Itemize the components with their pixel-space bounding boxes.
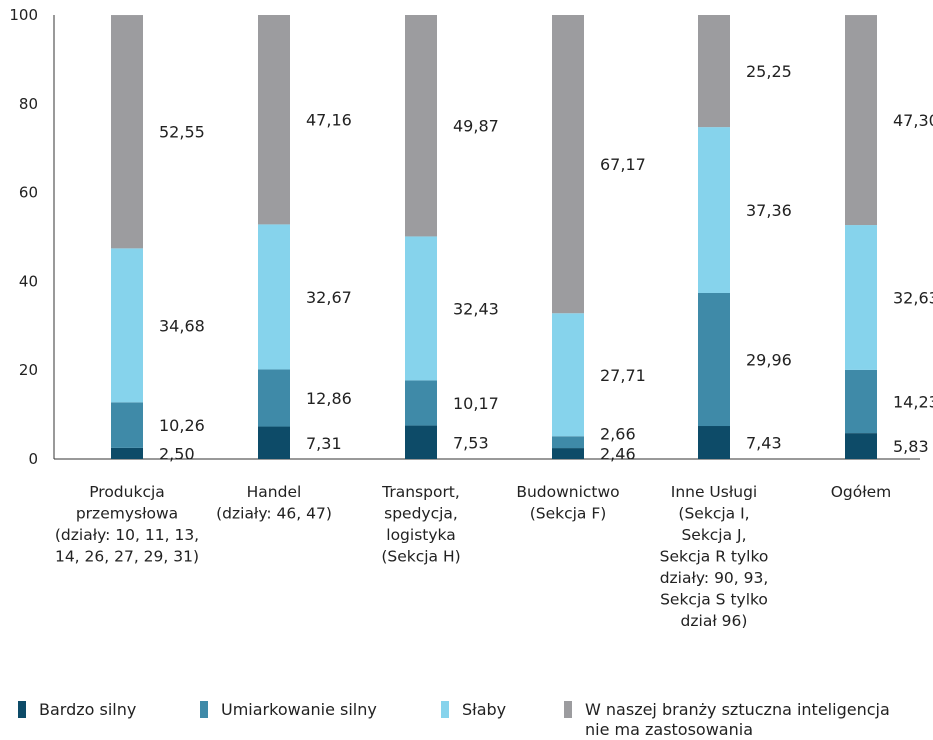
bar-segment xyxy=(111,402,143,448)
bar-segment xyxy=(698,426,730,459)
y-axis: 0 20 40 60 80 100 xyxy=(9,6,920,468)
bar-segment xyxy=(552,436,584,449)
data-label: 25,25 xyxy=(746,62,792,81)
category-label-line: Sekcja R tylko xyxy=(660,548,769,566)
y-tick-label: 20 xyxy=(19,361,38,379)
category-label-line: Transport, xyxy=(381,483,460,501)
bar-segment xyxy=(405,425,437,459)
category-label: Handel (działy: 46, 47) xyxy=(216,483,332,523)
legend-item-brak-zastosowania: W naszej branży sztuczna inteligencja ni… xyxy=(564,700,890,740)
y-tick-label: 40 xyxy=(19,272,38,290)
legend: Bardzo silny Umiarkowanie silny Słaby W … xyxy=(18,700,933,740)
bar-segment xyxy=(258,15,290,225)
legend-swatch xyxy=(200,701,208,718)
category-label-line: Inne Usługi xyxy=(671,483,757,501)
legend-swatch xyxy=(18,701,26,718)
legend-label: Bardzo silny xyxy=(39,700,137,719)
data-label: 34,68 xyxy=(159,316,205,335)
value-labels: 2,50 10,26 34,68 52,55 7,31 12,86 32,67 47,16 7,… xyxy=(159,62,933,463)
bar-segment xyxy=(698,292,730,427)
data-label: 29,96 xyxy=(746,350,792,369)
data-label: 14,23 xyxy=(893,393,933,412)
category-label-line: przemysłowa xyxy=(76,505,178,523)
legend-item-slaby: Słaby xyxy=(441,700,506,720)
y-tick-label: 60 xyxy=(19,184,38,202)
y-tick-label: 80 xyxy=(19,95,38,113)
bar-segment xyxy=(845,15,877,226)
category-label-line: (działy: 46, 47) xyxy=(216,505,332,523)
category-label-line: (Sekcja I, xyxy=(678,505,749,523)
data-label: 7,53 xyxy=(453,433,489,452)
category-label-line: Sekcja S tylko xyxy=(660,591,768,609)
category-label: Transport, spedycja, logistyka (Sekcja H) xyxy=(381,483,461,566)
data-label: 47,30 xyxy=(893,111,933,130)
bar-segment xyxy=(845,225,877,370)
data-label: 32,43 xyxy=(453,299,499,318)
y-tick-label: 0 xyxy=(28,450,38,468)
data-label: 5,83 xyxy=(893,437,929,456)
data-label: 7,31 xyxy=(306,434,342,453)
data-label: 47,16 xyxy=(306,111,352,130)
bar-segment xyxy=(111,15,143,249)
bar-segment xyxy=(845,369,877,434)
data-label: 10,17 xyxy=(453,394,499,413)
data-label: 52,55 xyxy=(159,123,205,142)
category-label-line: (Sekcja H) xyxy=(381,548,460,566)
category-label-line: 14, 26, 27, 29, 31) xyxy=(55,548,199,566)
category-label-line: Produkcja xyxy=(89,483,165,501)
category-labels: Produkcja przemysłowa (działy: 10, 11, 13,… xyxy=(55,483,891,630)
data-label: 37,36 xyxy=(746,201,792,220)
data-label: 2,66 xyxy=(600,425,636,444)
data-label: 32,67 xyxy=(306,288,352,307)
bar-segment xyxy=(845,433,877,459)
bar-segment xyxy=(698,127,730,293)
legend-label: Słaby xyxy=(462,700,507,719)
category-label-line: Handel xyxy=(247,483,302,501)
category-label-line: Ogółem xyxy=(831,483,892,501)
bar-segment xyxy=(258,224,290,370)
category-label-line: logistyka xyxy=(386,526,455,544)
bars xyxy=(111,15,877,459)
legend-swatch xyxy=(564,701,572,718)
bar-segment xyxy=(405,236,437,381)
bar-segment xyxy=(405,380,437,426)
data-label: 2,46 xyxy=(600,445,636,464)
category-label: Ogółem xyxy=(831,483,892,501)
legend-item-bardzo-silny: Bardzo silny xyxy=(18,700,136,720)
data-label: 10,26 xyxy=(159,416,205,435)
category-label-line: dział 96) xyxy=(681,612,748,630)
bar-segment xyxy=(258,426,290,459)
data-label: 12,86 xyxy=(306,389,352,408)
bar-segment xyxy=(552,313,584,437)
data-label: 2,50 xyxy=(159,444,195,463)
legend-item-umiarkowanie-silny: Umiarkowanie silny xyxy=(200,700,377,720)
category-label-line: Sekcja J, xyxy=(681,526,746,544)
category-label: Inne Usługi (Sekcja I, Sekcja J, Sekcja R t… xyxy=(660,483,769,630)
bar-segment xyxy=(258,369,290,427)
legend-swatch xyxy=(441,701,449,718)
category-label-line: działy: 90, 93, xyxy=(660,569,769,587)
legend-label: W naszej branży sztuczna inteligencja ni… xyxy=(585,700,890,739)
category-label-line: (Sekcja F) xyxy=(530,505,607,523)
bar-segment xyxy=(111,248,143,403)
bar-segment xyxy=(405,15,437,237)
category-label: Produkcja przemysłowa (działy: 10, 11, 13,… xyxy=(55,483,199,566)
legend-label: Umiarkowanie silny xyxy=(221,700,377,719)
bar-segment xyxy=(111,447,143,459)
category-label: Budownictwo (Sekcja F) xyxy=(516,483,619,523)
bar-segment xyxy=(552,448,584,459)
y-tick-label: 100 xyxy=(9,6,38,24)
category-label-line: spedycja, xyxy=(384,505,458,523)
bar-segment xyxy=(552,15,584,314)
category-label-line: Budownictwo xyxy=(516,483,619,501)
data-label: 7,43 xyxy=(746,434,782,453)
data-label: 27,71 xyxy=(600,366,646,385)
category-label-line: (działy: 10, 11, 13, xyxy=(55,526,199,544)
data-label: 49,87 xyxy=(453,117,499,136)
data-label: 32,63 xyxy=(893,288,933,307)
bar-segment xyxy=(698,15,730,128)
data-label: 67,17 xyxy=(600,155,646,174)
